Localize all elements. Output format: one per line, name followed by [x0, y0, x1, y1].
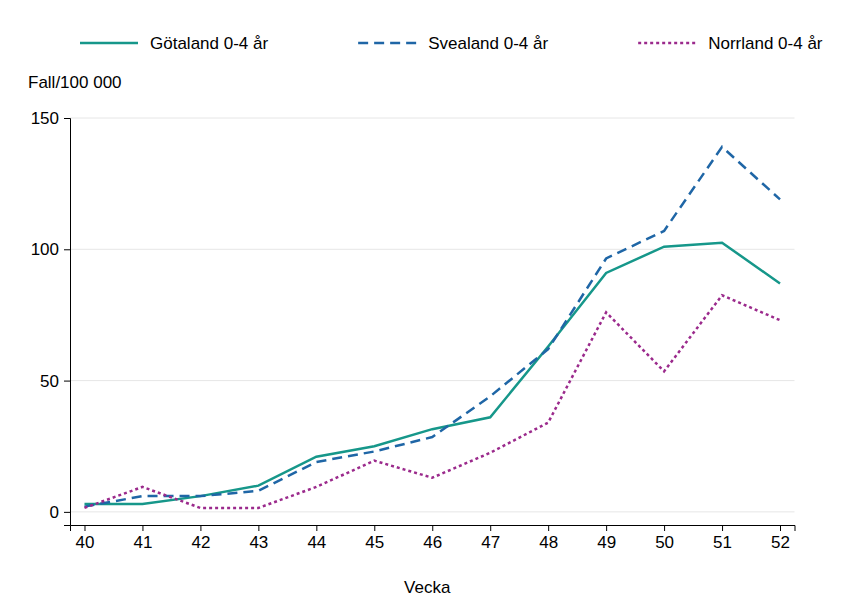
- y-axis-title: Fall/100 000: [28, 73, 122, 92]
- x-tick-label: 50: [655, 533, 674, 552]
- x-tick-label: 52: [771, 533, 790, 552]
- grid: [70, 118, 795, 512]
- legend-label: Norrland 0-4 år: [708, 34, 823, 53]
- x-tick-mark: [316, 525, 317, 531]
- grid-line: [70, 118, 795, 119]
- x-tick-mark: [84, 525, 85, 531]
- legend-swatch: [638, 42, 696, 45]
- lines: [84, 147, 780, 508]
- series-line: [84, 243, 780, 504]
- y-tick: 50: [40, 372, 70, 391]
- x-tick-label: 47: [481, 533, 500, 552]
- x-tick: 50: [655, 525, 674, 552]
- series-line: [84, 295, 780, 508]
- x-tick-mark: [722, 525, 723, 531]
- x-tick: 49: [597, 525, 616, 552]
- x-tick-label: 51: [713, 533, 732, 552]
- x-tick-label: 44: [307, 533, 326, 552]
- y-tick-label: 100: [31, 240, 59, 259]
- y-tick-mark: [64, 381, 70, 382]
- x-tick-label: 42: [191, 533, 210, 552]
- y-tick-mark: [64, 118, 70, 119]
- x-tick: 42: [191, 525, 210, 552]
- legend-label: Svealand 0-4 år: [428, 34, 548, 53]
- x-tick-mark: [142, 525, 143, 531]
- x-tick-label: 48: [539, 533, 558, 552]
- x-tick-mark: [664, 525, 665, 531]
- y-tick: 0: [50, 503, 70, 522]
- x-tick: 52: [771, 525, 790, 552]
- legend-item: Norrland 0-4 år: [638, 34, 823, 53]
- x-axis-title: Vecka: [404, 578, 451, 597]
- x-tick-label: 40: [76, 533, 95, 552]
- x-tick-mark: [490, 525, 491, 531]
- x-tick-label: 46: [423, 533, 442, 552]
- series-line: [84, 147, 780, 507]
- x-tick-mark: [200, 525, 201, 531]
- x-axis-line: [71, 526, 796, 532]
- grid-line: [70, 511, 795, 512]
- x-tick-label: 41: [133, 533, 152, 552]
- x-tick: 46: [423, 525, 442, 552]
- x-tick-label: 45: [365, 533, 384, 552]
- y-tick: 100: [31, 240, 70, 259]
- x-tick-mark: [258, 525, 259, 531]
- x-tick: 47: [481, 525, 500, 552]
- x-tick: 48: [539, 525, 558, 552]
- y-tick-mark: [64, 249, 70, 250]
- y-tick-label: 50: [40, 372, 59, 391]
- legend-item: Götaland 0-4 år: [80, 34, 268, 53]
- x-tick-mark: [548, 525, 549, 531]
- y-tick-label: 0: [50, 503, 59, 522]
- x-tick: 44: [307, 525, 326, 552]
- legend-swatch: [80, 42, 138, 45]
- x-tick-label: 49: [597, 533, 616, 552]
- x-tick: 41: [133, 525, 152, 552]
- x-tick-mark: [780, 525, 781, 531]
- x-tick: 45: [365, 525, 384, 552]
- x-tick-label: 43: [249, 533, 268, 552]
- x-tick: 51: [713, 525, 732, 552]
- y-axis-line: [64, 119, 71, 526]
- x-tick-mark: [374, 525, 375, 531]
- chart: 40 41 42 43 44 45 46 47 48 49 50 51 52 0 50 100 150 Fall/…: [0, 0, 847, 616]
- x-tick: 40: [76, 525, 95, 552]
- grid-line: [70, 380, 795, 381]
- y-tick-label: 150: [31, 109, 59, 128]
- y-tick-mark: [64, 512, 70, 513]
- grid-line: [70, 249, 795, 250]
- legend-item: Svealand 0-4 år: [358, 34, 548, 53]
- x-tick-mark: [606, 525, 607, 531]
- y-tick: 150: [31, 109, 70, 128]
- legend-swatch: [358, 42, 416, 45]
- y-axis: 0 50 100 150: [31, 109, 71, 526]
- x-tick: 43: [249, 525, 268, 552]
- legend: Götaland 0-4 år Svealand 0-4 år Norrland 0…: [80, 34, 823, 53]
- x-tick-mark: [432, 525, 433, 531]
- legend-label: Götaland 0-4 år: [150, 34, 268, 53]
- x-axis: 40 41 42 43 44 45 46 47 48 49 50 51 52: [71, 525, 796, 552]
